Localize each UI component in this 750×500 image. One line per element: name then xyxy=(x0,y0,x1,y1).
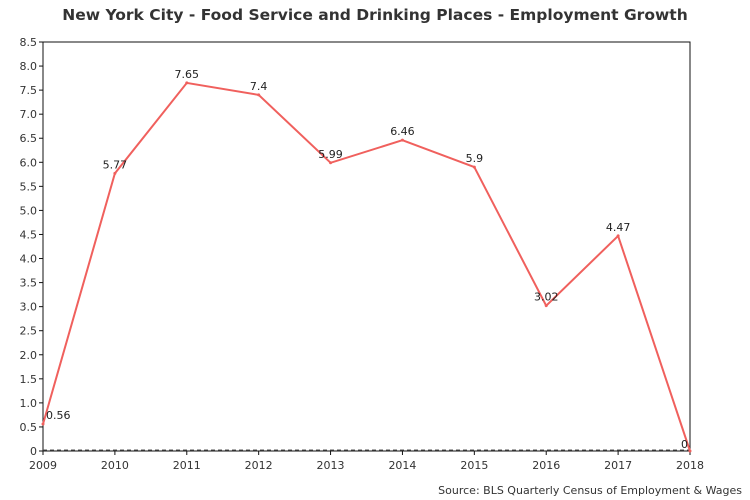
data-point xyxy=(616,234,620,238)
y-tick-label: 3.5 xyxy=(20,277,38,290)
x-tick-label: 2012 xyxy=(245,459,273,472)
y-tick-label: 8.0 xyxy=(20,60,38,73)
data-label: 3.02 xyxy=(534,291,559,304)
data-label: 5.9 xyxy=(466,152,484,165)
y-tick-label: 4.0 xyxy=(20,253,38,266)
data-point xyxy=(113,171,117,175)
y-tick-label: 8.5 xyxy=(20,36,38,49)
y-tick-label: 2.0 xyxy=(20,349,38,362)
data-label: 7.4 xyxy=(250,80,268,93)
chart-title: New York City - Food Service and Drinkin… xyxy=(62,6,688,24)
y-tick-label: 2.5 xyxy=(20,325,38,338)
y-tick-label: 4.5 xyxy=(20,228,38,241)
plot-area xyxy=(42,41,691,452)
data-label: 6.46 xyxy=(390,125,415,138)
y-axis: 0 0.5 1.0 1.5 2.0 2.5 3.0 3.5 4.0 4.5 5.0 5.5 6.0 6.5… xyxy=(20,36,43,458)
y-tick-label: 0.5 xyxy=(20,421,38,434)
series-layer xyxy=(41,81,692,453)
y-tick-label: 7.5 xyxy=(20,84,38,97)
data-point xyxy=(41,422,45,426)
y-tick-label: 5.5 xyxy=(20,180,38,193)
data-point xyxy=(544,304,548,308)
data-point xyxy=(329,161,333,165)
x-tick-label: 2015 xyxy=(460,459,488,472)
y-tick-label: 5.0 xyxy=(20,204,38,217)
data-label: 0.56 xyxy=(46,409,71,422)
y-tick-label: 1.0 xyxy=(20,397,38,410)
x-tick-label: 2018 xyxy=(676,459,704,472)
y-tick-label: 0 xyxy=(30,445,37,458)
x-tick-label: 2009 xyxy=(29,459,57,472)
data-labels: 0.56 5.77 7.65 7.4 5.99 6.46 5.9 3.02 4.47 0 xyxy=(46,68,688,451)
data-label: 7.65 xyxy=(175,68,200,81)
data-label: 5.99 xyxy=(318,148,343,161)
x-tick-label: 2016 xyxy=(532,459,560,472)
data-point xyxy=(472,165,476,169)
y-tick-label: 1.5 xyxy=(20,373,38,386)
chart-source: Source: BLS Quarterly Census of Employme… xyxy=(438,484,742,497)
x-axis: 2009 2010 2011 2012 2013 2014 2015 2016 2017 2018 xyxy=(29,449,704,472)
x-tick-label: 2014 xyxy=(388,459,416,472)
x-tick-label: 2013 xyxy=(317,459,345,472)
x-tick-label: 2017 xyxy=(604,459,632,472)
data-point xyxy=(185,81,189,85)
x-tick-label: 2010 xyxy=(101,459,129,472)
series-line xyxy=(42,81,691,452)
plot-border xyxy=(42,41,691,452)
y-tick-label: 6.0 xyxy=(20,156,38,169)
data-label: 5.77 xyxy=(103,158,128,171)
data-point xyxy=(400,138,404,142)
data-point xyxy=(688,449,692,453)
y-tick-label: 6.5 xyxy=(20,132,38,145)
x-tick-label: 2011 xyxy=(173,459,201,472)
data-label: 4.47 xyxy=(606,221,631,234)
y-tick-label: 7.0 xyxy=(20,108,38,121)
data-point xyxy=(257,93,261,97)
y-tick-label: 3.0 xyxy=(20,301,38,314)
data-label: 0 xyxy=(681,438,688,451)
